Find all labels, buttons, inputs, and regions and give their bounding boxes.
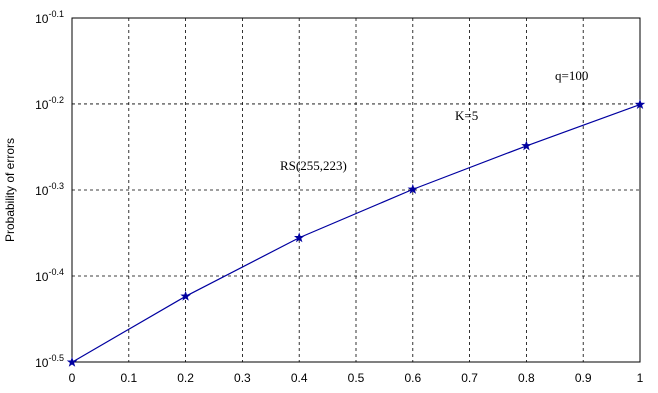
- x-tick-label: 0.4: [291, 371, 308, 385]
- x-tick-label: 0.5: [348, 371, 365, 385]
- plot-frame: [71, 17, 641, 363]
- annotation: K=5: [455, 108, 478, 123]
- x-tick-label: 0.8: [518, 371, 535, 385]
- star-marker: [634, 99, 646, 109]
- y-tick-label: 10-0.5: [35, 353, 64, 370]
- x-tick-label: 0.6: [404, 371, 421, 385]
- star-marker: [66, 356, 78, 367]
- y-tick-label: 10-0.1: [35, 9, 64, 26]
- star-marker: [407, 183, 419, 194]
- y-tick-label: 10-0.2: [35, 95, 64, 112]
- x-tick-label: 0.3: [234, 371, 251, 385]
- star-marker: [180, 290, 191, 301]
- y-tick-label: 10-0.3: [35, 181, 64, 198]
- star-marker: [293, 232, 305, 243]
- x-tick-label: 0: [69, 371, 76, 385]
- series-line: [71, 103, 641, 363]
- y-axis-label: Probability of errors: [3, 138, 17, 242]
- x-tick-label: 0.7: [461, 371, 478, 385]
- annotation: RS(255,223): [280, 158, 347, 173]
- annotation: q=100: [555, 68, 588, 83]
- x-tick-label: 0.1: [120, 371, 137, 385]
- x-tick-label: 1: [637, 371, 644, 385]
- x-tick-label: 0.2: [177, 371, 194, 385]
- x-tick-label: 0.9: [575, 371, 592, 385]
- y-tick-label: 10-0.4: [35, 267, 64, 284]
- star-marker: [521, 140, 532, 151]
